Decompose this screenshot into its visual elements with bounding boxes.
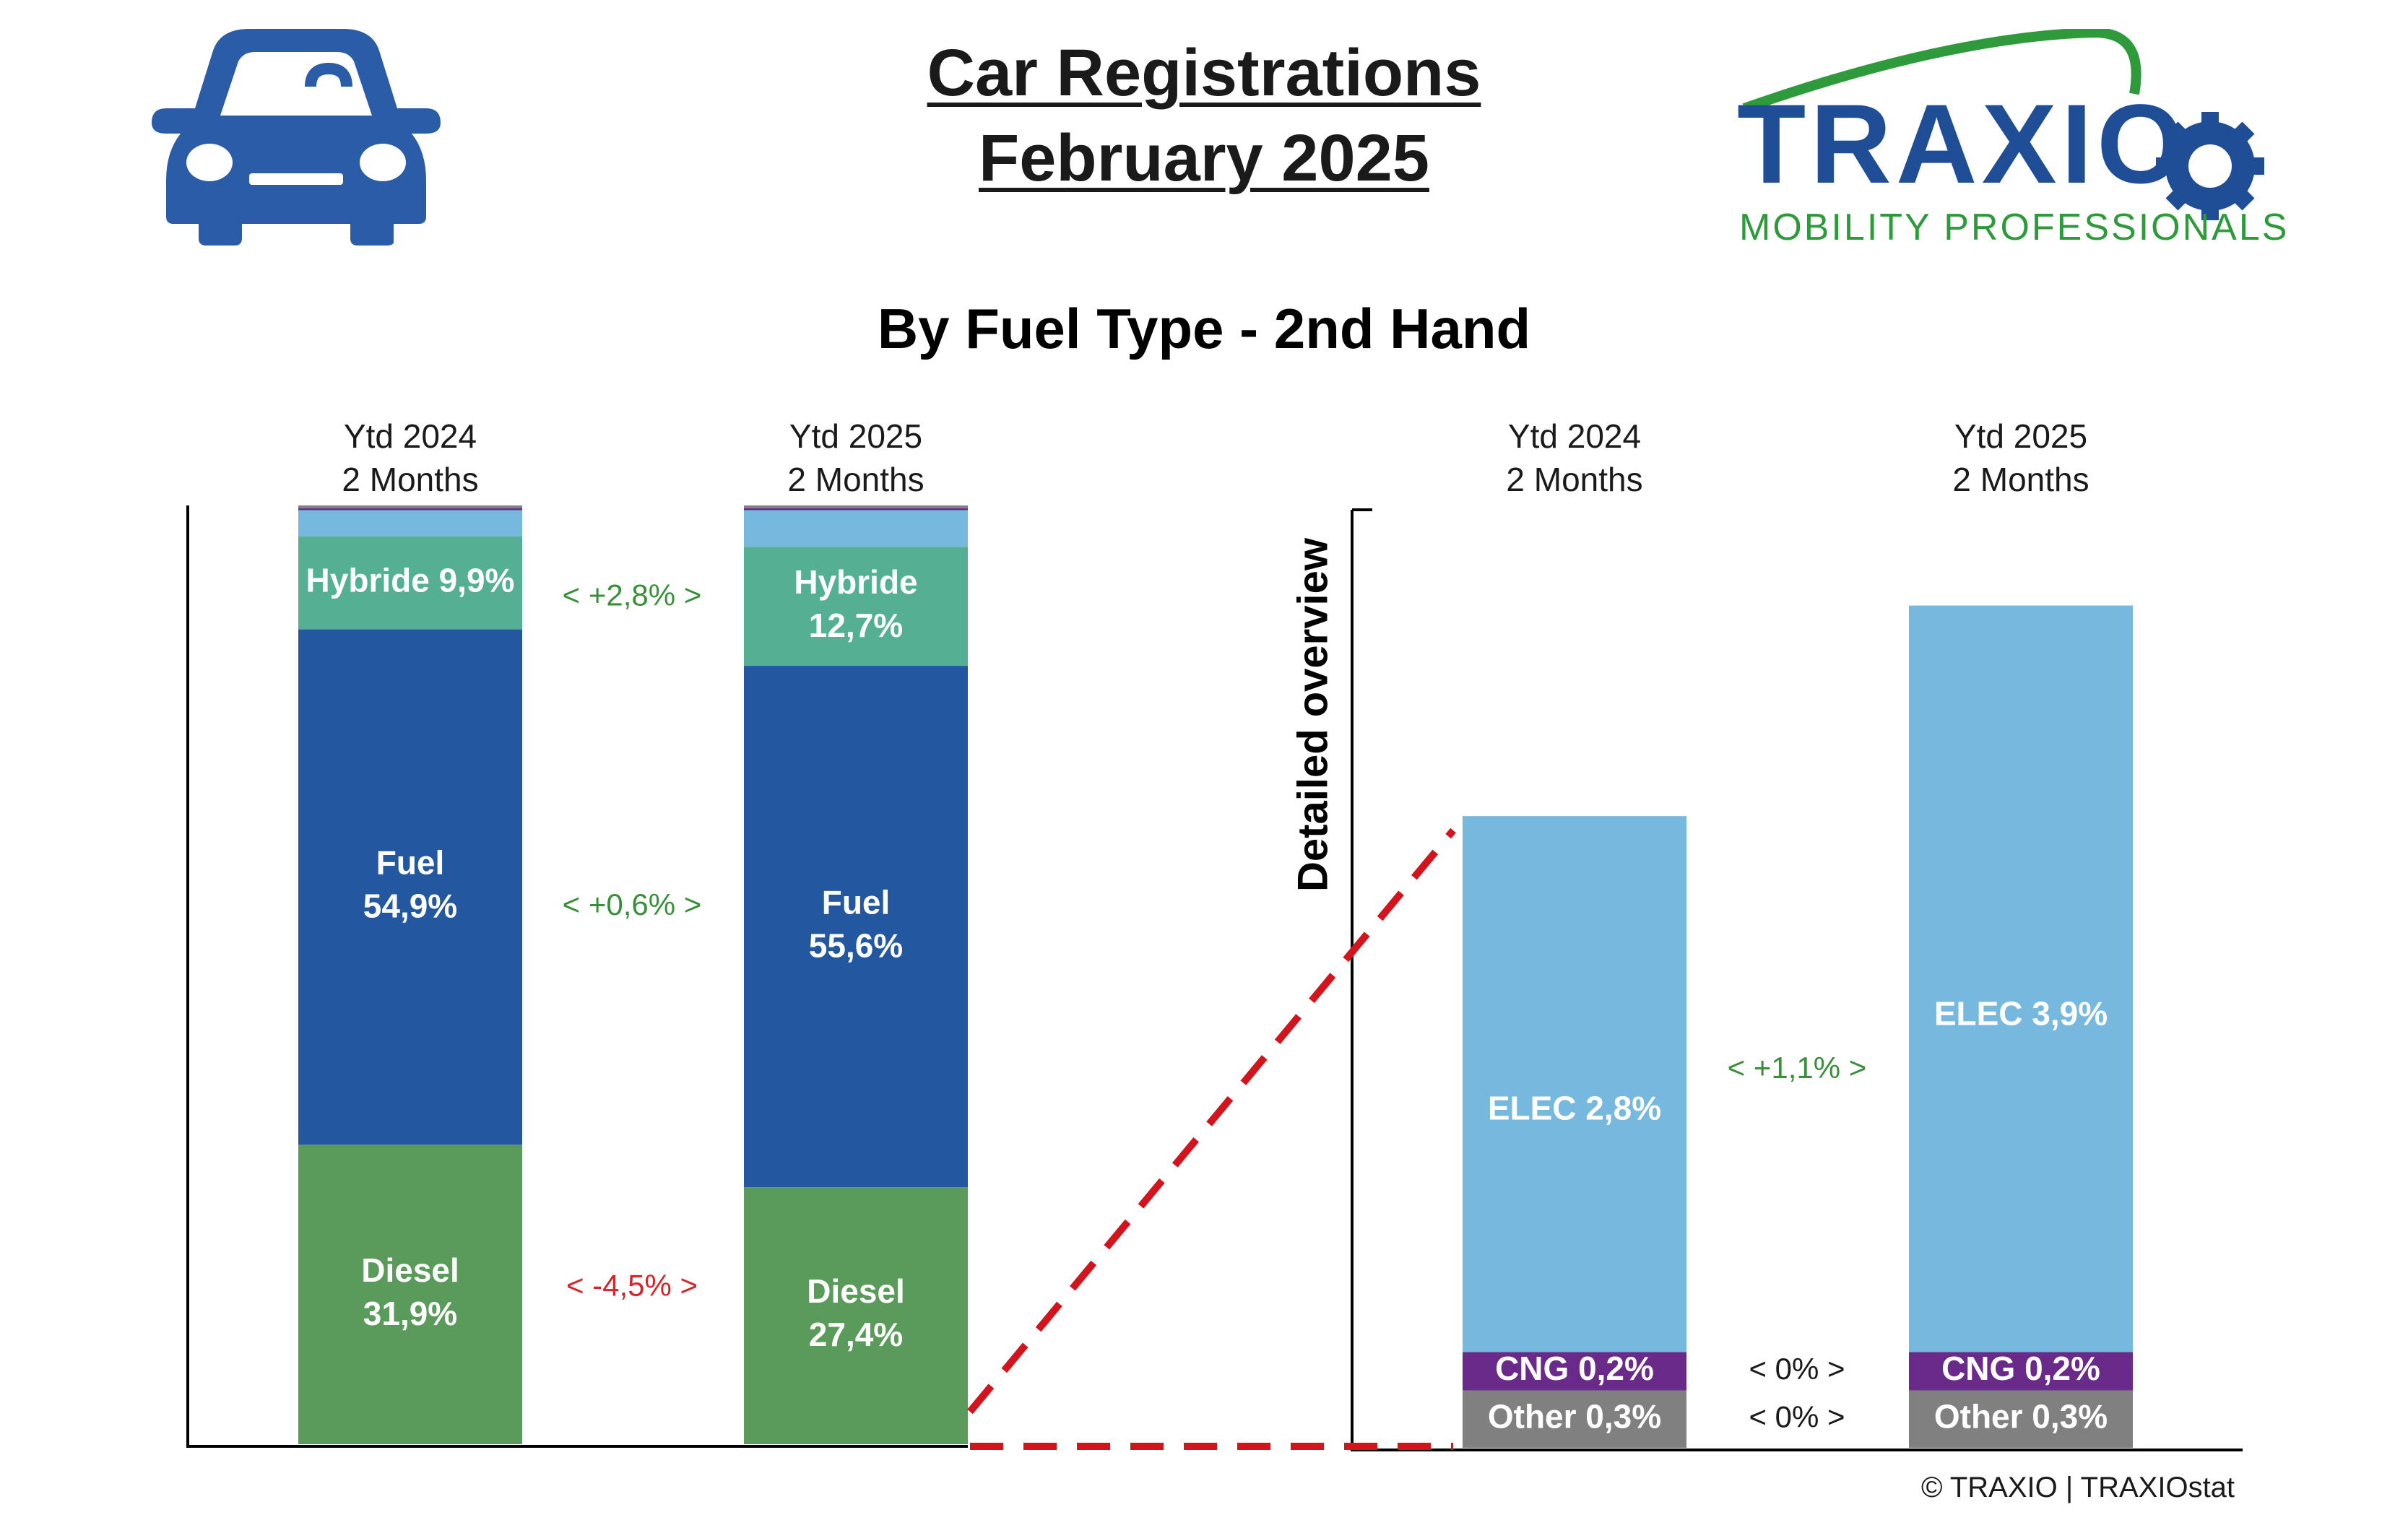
difference-label: < +0,6% > bbox=[563, 887, 702, 921]
page-title-line2: February 2025 bbox=[979, 121, 1429, 195]
bar-segment-diesel bbox=[298, 1145, 522, 1444]
difference-label: < +2,8% > bbox=[563, 578, 702, 612]
car-icon bbox=[152, 29, 441, 246]
bar-segment-hybride bbox=[298, 536, 522, 630]
bar-segment-cng bbox=[744, 508, 968, 511]
data-label: ELEC 3,9% bbox=[1934, 994, 2108, 1032]
data-label: 31,9% bbox=[363, 1295, 457, 1332]
copyright-text: © TRAXIO | TRAXIOstat bbox=[1921, 1472, 2235, 1503]
data-label: Hybride bbox=[794, 563, 917, 601]
difference-label: < 0% > bbox=[1749, 1399, 1845, 1433]
difference-label: < +1,1% > bbox=[1728, 1051, 1867, 1085]
data-label: CNG 0,2% bbox=[1495, 1350, 1654, 1387]
category-label: 2 Months bbox=[787, 461, 924, 498]
category-label: 2 Months bbox=[342, 461, 478, 498]
bar-segment-fuel bbox=[298, 629, 522, 1145]
gear-icon bbox=[2156, 112, 2264, 220]
data-label: Diesel bbox=[361, 1251, 459, 1289]
category-label: Ytd 2024 bbox=[1508, 417, 1641, 455]
data-label: Fuel bbox=[822, 883, 891, 921]
category-label: Ytd 2025 bbox=[789, 417, 922, 455]
y-axis-label: Detailed overview bbox=[1289, 537, 1336, 892]
traxio-logo bbox=[1742, 29, 2264, 220]
data-label: 55,6% bbox=[809, 926, 903, 964]
category-label: Ytd 2024 bbox=[344, 417, 477, 455]
bar-segment-diesel bbox=[744, 1187, 968, 1444]
bar-segment-cng bbox=[1463, 1352, 1686, 1391]
data-label: Other 0,3% bbox=[1934, 1397, 2108, 1435]
data-label: ELEC 2,8% bbox=[1488, 1090, 1661, 1127]
data-label: Hybride 9,9% bbox=[306, 561, 515, 599]
bar-segment-hybride bbox=[744, 547, 968, 666]
category-label: 2 Months bbox=[1952, 461, 2089, 498]
logo-name: TRAXIO bbox=[1737, 82, 2189, 207]
data-label: Other 0,3% bbox=[1488, 1397, 1661, 1435]
bar-segment-other bbox=[1463, 1390, 1686, 1448]
difference-label: < -4,5% > bbox=[566, 1268, 698, 1302]
category-label: 2 Months bbox=[1506, 461, 1642, 498]
difference-label: < 0% > bbox=[1749, 1352, 1845, 1386]
page-title-line1: Car Registrations bbox=[927, 36, 1481, 110]
bar-segment-elec bbox=[298, 510, 522, 537]
bar-segment-elec bbox=[744, 510, 968, 547]
data-label: 12,7% bbox=[809, 607, 903, 644]
chart-subtitle: By Fuel Type - 2nd Hand bbox=[877, 297, 1531, 360]
data-label: 27,4% bbox=[809, 1316, 903, 1353]
bar-segment-other bbox=[1909, 1390, 2133, 1448]
bar-segment-other bbox=[298, 505, 522, 508]
logo-tagline: MOBILITY PROFESSIONALS bbox=[1739, 207, 2290, 248]
data-label: CNG 0,2% bbox=[1941, 1350, 2100, 1387]
data-label: Fuel bbox=[376, 844, 445, 882]
bar-segment-cng bbox=[1909, 1352, 2133, 1391]
bar-segment-other bbox=[744, 505, 968, 508]
bar-segment-elec bbox=[1909, 605, 2133, 1352]
data-label: Diesel bbox=[807, 1272, 905, 1310]
data-label: 54,9% bbox=[363, 887, 457, 925]
bar-segment-fuel bbox=[744, 666, 968, 1188]
category-label: Ytd 2025 bbox=[1954, 417, 2087, 455]
zoom-connector-top bbox=[967, 828, 1456, 1415]
bar-segment-cng bbox=[298, 508, 522, 511]
bar-segment-elec bbox=[1463, 816, 1686, 1352]
